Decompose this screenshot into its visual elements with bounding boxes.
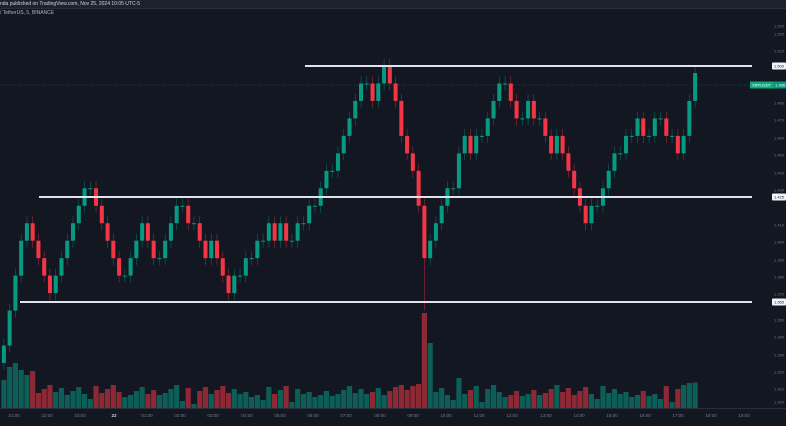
price-tick: 1.480 — [773, 100, 784, 106]
price-tick: 1.400 — [773, 239, 784, 245]
price-tick: 1.370 — [773, 291, 784, 297]
time-tick: 22 — [111, 413, 117, 418]
time-tick: 19:00 — [738, 413, 750, 418]
time-tick: 09:00 — [407, 413, 419, 418]
price-tick: 1.340 — [773, 334, 784, 340]
time-tick: 22:00 — [41, 413, 53, 418]
time-tick: 02:00 — [174, 413, 186, 418]
time-tick: 03:00 — [207, 413, 219, 418]
time-tick: 07:00 — [340, 413, 352, 418]
horizontal-level-line[interactable] — [305, 65, 752, 67]
time-tick: 13:00 — [540, 413, 552, 418]
price-tick: 1.330 — [773, 352, 784, 358]
price-tick: 1.310 — [773, 386, 784, 392]
time-tick: 16:00 — [639, 413, 651, 418]
price-axis[interactable]: 1.530 1.520 1.510 1.480 1.470 1.460 1.450 1.440… — [752, 9, 786, 408]
last-price-tag: XRPUSDT 1.496 — [750, 81, 786, 89]
time-tick: 04:00 — [241, 413, 253, 418]
time-tick: 01:00 — [141, 413, 153, 418]
level-price-tag: 1.425 — [771, 193, 786, 201]
publish-bar: nda published on TradingView.com, Nov 25… — [0, 0, 786, 9]
time-tick: 05:00 — [274, 413, 286, 418]
price-tick: 1.520 — [773, 31, 784, 37]
time-tick: 23:00 — [74, 413, 86, 418]
time-tick: 21:00 — [8, 413, 20, 418]
chart-pane[interactable] — [0, 9, 752, 408]
price-tick: 1.350 — [773, 317, 784, 323]
price-tick: 1.410 — [773, 222, 784, 228]
price-tick: 1.390 — [773, 257, 784, 263]
level-price-tag: 1.365 — [771, 298, 786, 306]
time-tick: 08:00 — [374, 413, 386, 418]
level-price-tag: 1.500 — [771, 62, 786, 70]
ticker-price: 1.496 — [775, 82, 786, 88]
price-tick: 1.430 — [773, 187, 784, 193]
price-tick: 1.470 — [773, 117, 784, 123]
price-tick: 1.300 — [773, 399, 784, 405]
price-tick: 1.530 — [773, 23, 784, 29]
horizontal-level-line[interactable] — [39, 196, 752, 198]
time-tick: 17:00 — [672, 413, 684, 418]
time-tick: 14:00 — [573, 413, 585, 418]
price-tick: 1.380 — [773, 274, 784, 280]
time-tick: 06:00 — [307, 413, 319, 418]
price-tick: 1.320 — [773, 369, 784, 375]
symbol-title: / TetherUS, 5, BINANCE — [0, 10, 55, 16]
price-tick: 1.440 — [773, 170, 784, 176]
horizontal-level-line[interactable] — [20, 301, 752, 303]
price-tick: 1.460 — [773, 135, 784, 141]
time-tick: 11:00 — [473, 413, 485, 418]
time-tick: 12:00 — [506, 413, 518, 418]
ticker-symbol: XRPUSDT — [750, 81, 774, 89]
time-axis[interactable]: 21:00 22:00 23:00 22 01:00 02:00 03:00 04:00 05:… — [0, 408, 786, 426]
time-tick: 15:00 — [606, 413, 618, 418]
publish-info: nda published on TradingView.com, Nov 25… — [0, 1, 140, 7]
price-tick: 1.510 — [773, 48, 784, 54]
candlestick-chart — [0, 59, 752, 408]
time-tick: 18:00 — [705, 413, 717, 418]
time-tick: 10:00 — [440, 413, 452, 418]
price-tick: 1.450 — [773, 152, 784, 158]
